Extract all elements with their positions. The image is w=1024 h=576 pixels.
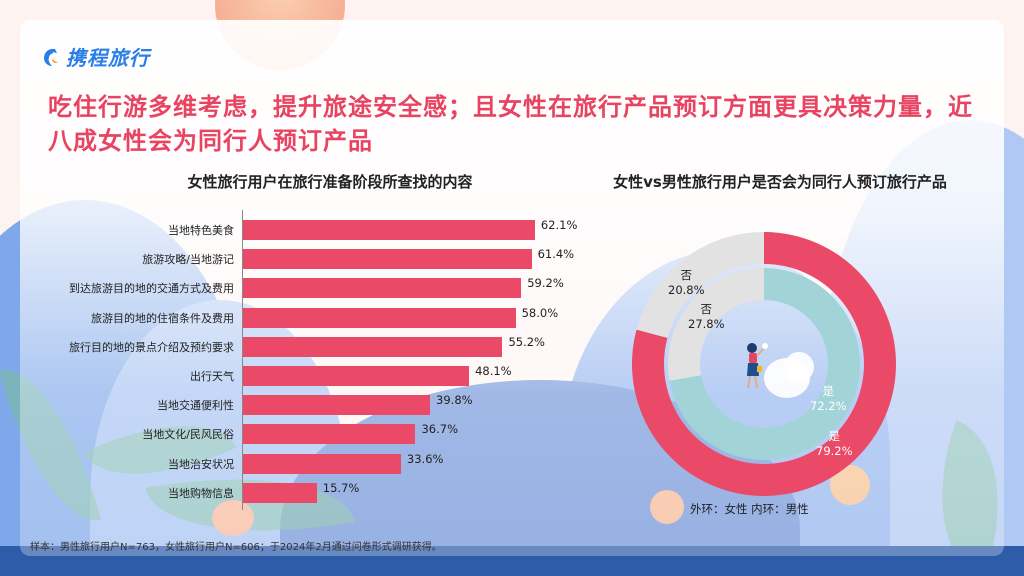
bar-track bbox=[243, 482, 317, 503]
bar-track bbox=[243, 249, 532, 270]
bar-fill bbox=[243, 395, 431, 416]
outer-no-value: 20.8% bbox=[668, 283, 705, 297]
inner-ring-yes-segment bbox=[669, 268, 860, 460]
bar-value-label: 48.1% bbox=[475, 364, 512, 378]
bar-category-label: 当地特色美食 bbox=[168, 224, 234, 237]
bar-category-label: 到达旅游目的地的交通方式及费用 bbox=[69, 282, 234, 296]
bar-fill bbox=[243, 220, 535, 240]
page-headline: 吃住行游多维考虑，提升旅途安全感；且女性在旅行产品预订方面更具决策力量，近八成女… bbox=[48, 93, 973, 155]
bar-track bbox=[243, 424, 416, 445]
bar-chart-title: 女性旅行用户在旅行准备阶段所查找的内容 bbox=[187, 173, 473, 191]
bar-row: 当地交通便利性 39.8% bbox=[40, 390, 560, 420]
bar-value-label: 62.1% bbox=[540, 218, 578, 232]
outer-ring-no-segment bbox=[636, 232, 764, 338]
bar-track bbox=[243, 366, 470, 386]
outer-no-category: 否 bbox=[680, 268, 693, 282]
bar-fill bbox=[243, 366, 470, 386]
bar-value-label: 36.7% bbox=[421, 422, 459, 437]
bar-fill bbox=[243, 249, 532, 270]
bar-category-label: 当地购物信息 bbox=[168, 486, 234, 500]
inner-no-category: 否 bbox=[700, 302, 713, 316]
bar-track bbox=[243, 336, 503, 357]
sample-footnote: 样本：男性旅行用户N=763，女性旅行用户N=606；于2024年2月通过问卷形… bbox=[30, 542, 442, 553]
inner-yes-value: 72.2% bbox=[810, 399, 847, 413]
bar-row: 当地购物信息 15.7% bbox=[40, 478, 560, 508]
cloud-decoration bbox=[784, 352, 814, 382]
bar-row: 到达旅游目的地的交通方式及费用 59.2% bbox=[40, 273, 564, 303]
donut-chart-title: 女性vs男性旅行用户是否会为同行人预订旅行产品 bbox=[613, 173, 947, 191]
bar-value-label: 59.2% bbox=[527, 276, 564, 291]
bar-row: 旅游目的地的住宿条件及费用 58.0% bbox=[40, 303, 560, 333]
inner-no-label: 否 27.8% bbox=[688, 302, 725, 332]
bar-value-label: 39.8% bbox=[436, 393, 473, 408]
bar-track bbox=[243, 220, 535, 240]
bar-row: 当地特色美食 62.1% bbox=[40, 215, 577, 245]
bar-category-label: 旅行目的地的景点介绍及预约要求 bbox=[69, 340, 234, 354]
bar-value-label: 33.6% bbox=[406, 451, 444, 466]
bar-category-label: 出行天气 bbox=[190, 370, 234, 383]
bar-row: 当地文化/民风民俗 36.7% bbox=[40, 419, 560, 449]
bar-value-label: 15.7% bbox=[322, 480, 360, 495]
bar-row: 当地治安状况 33.6% bbox=[40, 449, 560, 479]
dolphin-logo-icon bbox=[44, 48, 58, 66]
bar-track bbox=[243, 278, 522, 299]
bar-fill bbox=[243, 278, 522, 299]
brand-logo: 携程旅行 bbox=[40, 42, 150, 71]
bar-category-label: 当地治安状况 bbox=[168, 457, 234, 471]
bar-track bbox=[243, 307, 516, 328]
bar-fill bbox=[243, 482, 317, 503]
bar-category-label: 当地交通便利性 bbox=[157, 399, 234, 413]
bar-chart: 当地特色美食 62.1% 旅游攻略/当地游记 61.4% 到达旅游目的地的交通方式及费用… bbox=[40, 210, 577, 515]
y-axis-line bbox=[242, 210, 243, 510]
bar-fill bbox=[243, 453, 401, 474]
brand-name: 携程旅行 bbox=[66, 46, 150, 70]
inner-yes-label: 是 72.2% bbox=[810, 384, 847, 414]
traveler-illustration-icon bbox=[747, 343, 768, 389]
bar-fill bbox=[243, 307, 516, 328]
bar-fill bbox=[243, 424, 416, 445]
bar-category-label: 旅游目的地的住宿条件及费用 bbox=[91, 311, 234, 325]
donut-chart-svg bbox=[632, 232, 896, 496]
bar-category-label: 当地文化/民风民俗 bbox=[142, 428, 234, 442]
inner-ring-no-segment bbox=[668, 268, 764, 381]
outer-yes-category: 是 bbox=[828, 429, 841, 443]
bar-category-label: 旅游攻略/当地游记 bbox=[142, 253, 234, 267]
bar-value-label: 61.4% bbox=[537, 247, 575, 262]
donut-legend-note: 外环：女性 内环：男性 bbox=[690, 502, 809, 516]
bar-fill bbox=[243, 336, 503, 357]
bar-row: 旅行目的地的景点介绍及预约要求 55.2% bbox=[40, 332, 560, 362]
bar-value-label: 58.0% bbox=[521, 305, 559, 320]
outer-no-label: 否 20.8% bbox=[668, 268, 705, 298]
bar-track bbox=[243, 395, 431, 416]
bar-track bbox=[243, 453, 401, 474]
bar-row: 出行天气 48.1% bbox=[40, 361, 560, 391]
bar-value-label: 55.2% bbox=[508, 334, 545, 349]
inner-no-value: 27.8% bbox=[688, 317, 725, 331]
outer-yes-label: 是 79.2% bbox=[816, 429, 853, 459]
inner-yes-category: 是 bbox=[822, 384, 835, 398]
bar-row: 旅游攻略/当地游记 61.4% bbox=[40, 244, 574, 274]
outer-yes-value: 79.2% bbox=[816, 444, 853, 458]
donut-chart: 否 20.8% 否 27.8% 是 72.2% 是 79.2% bbox=[632, 232, 896, 496]
